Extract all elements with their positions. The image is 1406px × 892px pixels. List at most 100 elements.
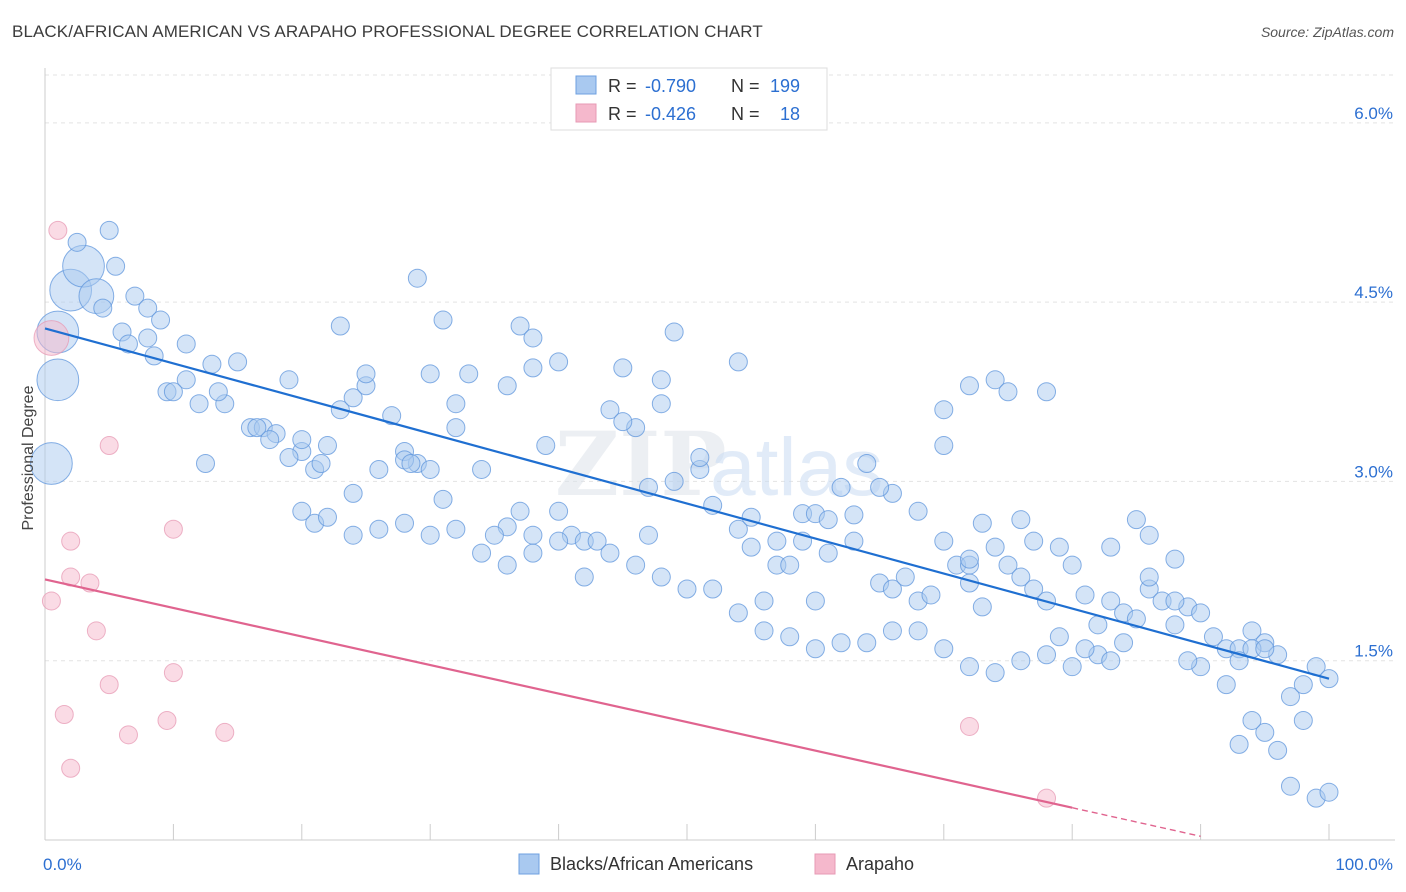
point-blacks-african-americans bbox=[690, 448, 710, 467]
point-blacks-african-americans bbox=[626, 555, 646, 575]
point-blacks-african-americans bbox=[908, 501, 928, 521]
point-blacks-african-americans bbox=[1203, 627, 1223, 647]
point-blacks-african-americans bbox=[208, 382, 228, 402]
y-tick-label: 6.0% bbox=[1354, 104, 1393, 123]
point-blacks-african-americans bbox=[176, 334, 196, 354]
source-label: Source: ZipAtlas.com bbox=[1260, 24, 1394, 40]
point-blacks-african-americans bbox=[908, 621, 928, 641]
point-blacks-african-americans bbox=[196, 453, 215, 473]
point-blacks-african-americans bbox=[959, 376, 979, 396]
point-blacks-african-americans bbox=[549, 531, 569, 551]
stats-legend-box bbox=[550, 67, 828, 131]
point-blacks-african-americans bbox=[311, 453, 331, 473]
point-blacks-african-americans bbox=[1126, 609, 1146, 629]
point-arapaho bbox=[48, 220, 68, 240]
point-blacks-african-americans bbox=[754, 591, 774, 611]
point-blacks-african-americans bbox=[1165, 615, 1185, 635]
point-blacks-african-americans bbox=[1216, 675, 1236, 695]
point-blacks-african-americans bbox=[677, 579, 697, 599]
point-blacks-african-americans bbox=[446, 418, 466, 438]
point-blacks-african-americans bbox=[857, 453, 877, 473]
point-arapaho bbox=[54, 704, 74, 724]
stats-legend: R = -0.790 N = 199 R = -0.426 N = 18 bbox=[550, 67, 828, 131]
stats-n-value-pink: 18 bbox=[780, 104, 800, 124]
point-blacks-african-americans bbox=[831, 633, 851, 653]
point-arapaho bbox=[61, 531, 81, 551]
point-blacks-african-americans bbox=[985, 537, 1005, 557]
point-blacks-african-americans bbox=[1280, 776, 1300, 796]
point-blacks-african-americans bbox=[30, 442, 73, 485]
point-blacks-african-americans bbox=[1242, 710, 1262, 730]
point-blacks-african-americans bbox=[523, 328, 543, 348]
series-blacks-african-americans bbox=[30, 220, 1339, 808]
point-arapaho bbox=[99, 675, 119, 695]
point-blacks-african-americans bbox=[1126, 510, 1146, 530]
point-blacks-african-americans bbox=[1075, 585, 1095, 605]
point-blacks-african-americans bbox=[934, 436, 954, 456]
point-blacks-african-americans bbox=[1139, 525, 1159, 545]
point-blacks-african-americans bbox=[549, 501, 569, 521]
stats-r-value-pink: -0.426 bbox=[645, 104, 696, 124]
stats-swatch-pink bbox=[575, 103, 597, 123]
x-tick-label: 0.0% bbox=[43, 855, 82, 874]
point-blacks-african-americans bbox=[780, 627, 800, 647]
point-blacks-african-americans bbox=[1011, 651, 1031, 671]
legend-label-blue: Blacks/African Americans bbox=[550, 854, 753, 874]
point-blacks-african-americans bbox=[317, 507, 337, 527]
point-blacks-african-americans bbox=[831, 477, 851, 497]
point-blacks-african-americans bbox=[1075, 639, 1095, 659]
gridlines bbox=[45, 74, 1395, 662]
point-blacks-african-americans bbox=[651, 567, 671, 587]
point-blacks-african-americans bbox=[176, 370, 196, 390]
series-arapaho bbox=[33, 220, 1057, 808]
point-blacks-african-americans bbox=[369, 459, 389, 479]
point-arapaho bbox=[118, 725, 138, 745]
point-blacks-african-americans bbox=[1114, 633, 1134, 653]
trend-line-pink-extension bbox=[1072, 807, 1201, 837]
point-blacks-african-americans bbox=[420, 459, 440, 479]
point-blacks-african-americans bbox=[728, 352, 748, 372]
point-blacks-african-americans bbox=[741, 537, 761, 557]
legend-swatch-blue bbox=[518, 853, 540, 875]
point-blacks-african-americans bbox=[356, 364, 376, 384]
point-blacks-african-americans bbox=[260, 430, 280, 450]
point-blacks-african-americans bbox=[638, 525, 658, 545]
point-blacks-african-americans bbox=[805, 639, 825, 659]
y-tick-label: 3.0% bbox=[1354, 462, 1393, 481]
point-blacks-african-americans bbox=[703, 579, 723, 599]
point-blacks-african-americans bbox=[818, 543, 838, 563]
point-blacks-african-americans bbox=[1101, 537, 1121, 557]
point-blacks-african-americans bbox=[330, 316, 350, 336]
point-blacks-african-americans bbox=[247, 418, 267, 438]
stats-r-label-pink: R = bbox=[608, 104, 637, 124]
point-blacks-african-americans bbox=[613, 412, 633, 432]
point-blacks-african-americans bbox=[574, 567, 594, 587]
point-blacks-african-americans bbox=[163, 382, 183, 402]
point-blacks-african-americans bbox=[472, 543, 492, 563]
point-blacks-african-americans bbox=[882, 579, 902, 599]
point-blacks-african-americans bbox=[600, 400, 620, 420]
y-axis-label: Professional Degree bbox=[20, 385, 37, 530]
point-blacks-african-americans bbox=[1037, 645, 1057, 665]
point-blacks-african-americans bbox=[985, 663, 1005, 683]
point-blacks-african-americans bbox=[118, 334, 138, 354]
point-arapaho bbox=[163, 519, 183, 539]
chart-title: BLACK/AFRICAN AMERICAN VS ARAPAHO PROFES… bbox=[12, 22, 763, 41]
point-arapaho bbox=[99, 436, 119, 456]
point-blacks-african-americans bbox=[1062, 555, 1082, 575]
point-blacks-african-americans bbox=[1101, 591, 1121, 611]
point-blacks-african-americans bbox=[189, 394, 209, 414]
point-blacks-african-americans bbox=[934, 639, 954, 659]
point-blacks-african-americans bbox=[818, 510, 838, 530]
point-blacks-african-americans bbox=[651, 394, 671, 414]
point-arapaho bbox=[215, 722, 235, 742]
point-arapaho bbox=[86, 621, 106, 641]
point-blacks-african-americans bbox=[1268, 740, 1288, 760]
point-blacks-african-americans bbox=[972, 597, 992, 617]
point-blacks-african-americans bbox=[1037, 382, 1057, 402]
point-blacks-african-americans bbox=[1229, 734, 1249, 754]
point-arapaho bbox=[157, 710, 177, 730]
point-blacks-african-americans bbox=[1165, 591, 1185, 611]
point-blacks-african-americans bbox=[343, 525, 363, 545]
